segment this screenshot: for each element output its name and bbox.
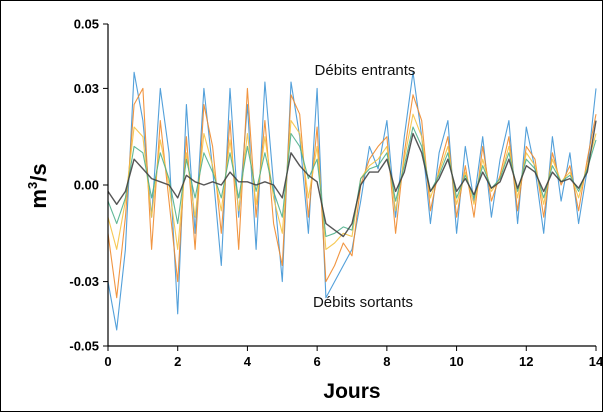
y-axis-title-rest: /s [26, 163, 51, 181]
x-tick-label: 12 [519, 354, 533, 369]
annotation-sortants: Débits sortants [313, 294, 413, 311]
x-tick-label: 2 [174, 354, 181, 369]
x-axis-title: Jours [323, 380, 380, 403]
series-line [107, 87, 597, 299]
y-axis-title-group: m3/s [25, 163, 51, 208]
y-axis-title: m3/s [25, 163, 51, 208]
y-tick-label: 0.03 [74, 81, 99, 96]
series-line [107, 120, 597, 238]
y-tick-label: 0.00 [74, 178, 99, 193]
y-tick-label: -0.03 [69, 274, 99, 289]
x-tick-label: 10 [449, 354, 463, 369]
annotation-entrants: Débits entrants [315, 62, 416, 79]
ticks-layer: 0 2 4 6 8 10 12 14 0.05 0.03 0.00 -0.03 -0.05 [69, 17, 603, 370]
series-layer [107, 71, 597, 331]
y-tick-label: -0.05 [69, 339, 99, 354]
y-axis-title-base: m [26, 189, 51, 209]
x-tick-label: 0 [104, 354, 111, 369]
x-tick-label: 4 [244, 354, 252, 369]
x-tick-label: 14 [589, 354, 603, 369]
y-tick-label: 0.05 [74, 17, 99, 32]
x-tick-label: 6 [314, 354, 321, 369]
x-tick-label: 8 [383, 354, 390, 369]
y-axis-title-superscript: 3 [25, 182, 40, 189]
